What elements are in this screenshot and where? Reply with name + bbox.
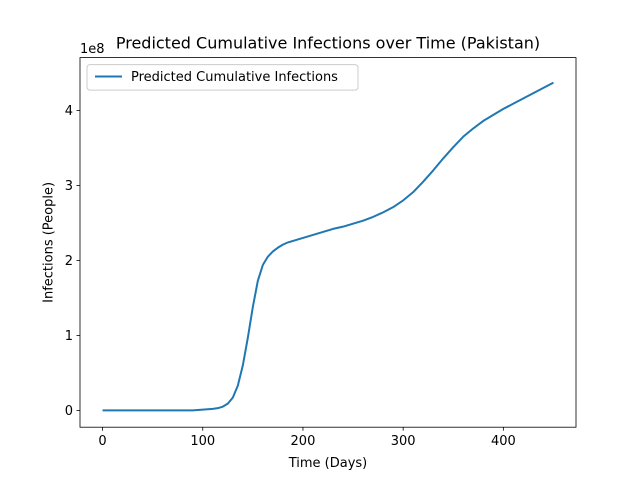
x-tick-label: 0 <box>98 434 106 449</box>
y-offset-label: 1e8 <box>80 42 105 57</box>
legend: Predicted Cumulative Infections <box>86 64 359 91</box>
y-tick-label: 1 <box>65 329 73 344</box>
x-tick-label: 400 <box>491 434 516 449</box>
plot-frame <box>79 57 577 428</box>
x-axis-label: Time (Days) <box>288 456 368 471</box>
series-layer <box>102 81 554 412</box>
x-tick-label: 300 <box>391 434 416 449</box>
x-axis: 0 100 200 300 400 <box>98 427 516 449</box>
legend-label: Predicted Cumulative Infections <box>131 70 338 85</box>
y-tick-label: 2 <box>65 254 73 269</box>
y-tick-label: 3 <box>65 179 73 194</box>
y-axis-label: Infections (People) <box>42 182 57 303</box>
series-line <box>102 81 554 412</box>
chart-title: Predicted Cumulative Infections over Tim… <box>116 34 540 53</box>
y-tick-label: 4 <box>65 104 73 119</box>
x-tick-label: 200 <box>291 434 316 449</box>
x-tick-label: 100 <box>190 434 215 449</box>
y-axis: 0 1 2 3 4 <box>65 104 80 419</box>
y-tick-label: 0 <box>65 404 73 419</box>
legend-box <box>86 64 359 91</box>
